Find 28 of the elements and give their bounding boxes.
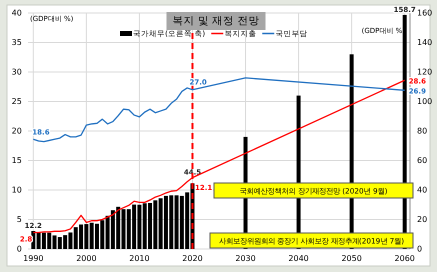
y2-tick-label: 100 bbox=[417, 97, 432, 106]
y-tick-label: 15 bbox=[12, 156, 22, 166]
y-tick-label: 35 bbox=[12, 38, 22, 48]
x-tick-label: 2050 bbox=[341, 254, 362, 263]
y2-tick-label: 20 bbox=[417, 215, 428, 224]
x-tick-label: 2030 bbox=[235, 254, 256, 263]
x-tick-label: 2000 bbox=[76, 254, 97, 263]
chart-title: 복지 및 재정 전망 bbox=[172, 15, 260, 27]
y-tick-label: 0 bbox=[16, 244, 22, 254]
y2-tick-label: 60 bbox=[417, 156, 428, 166]
x-tick-label: 2040 bbox=[288, 254, 309, 263]
y-tick-label: 25 bbox=[12, 97, 22, 106]
y-tick-label: 40 bbox=[12, 8, 22, 18]
x-tick-label: 2060 bbox=[394, 254, 415, 263]
y2-tick-label: 120 bbox=[417, 68, 432, 77]
x-tick-label: 2010 bbox=[129, 254, 150, 263]
y2-tick-label: 80 bbox=[417, 126, 428, 136]
x-tick-label: 1990 bbox=[23, 254, 44, 263]
line-series bbox=[32, 77, 406, 142]
y2-tick-label: 160 bbox=[417, 8, 432, 18]
x-tick-label: 2020 bbox=[182, 254, 203, 263]
y2-tick-label: 140 bbox=[417, 38, 432, 48]
y-tick-label: 10 bbox=[12, 186, 22, 195]
y-tick-label: 5 bbox=[16, 215, 22, 224]
y-tick-label: 30 bbox=[12, 68, 22, 77]
y2-tick-label: 40 bbox=[417, 186, 428, 195]
y2-tick-label: 0 bbox=[417, 244, 422, 254]
y-tick-label: 20 bbox=[12, 126, 22, 136]
